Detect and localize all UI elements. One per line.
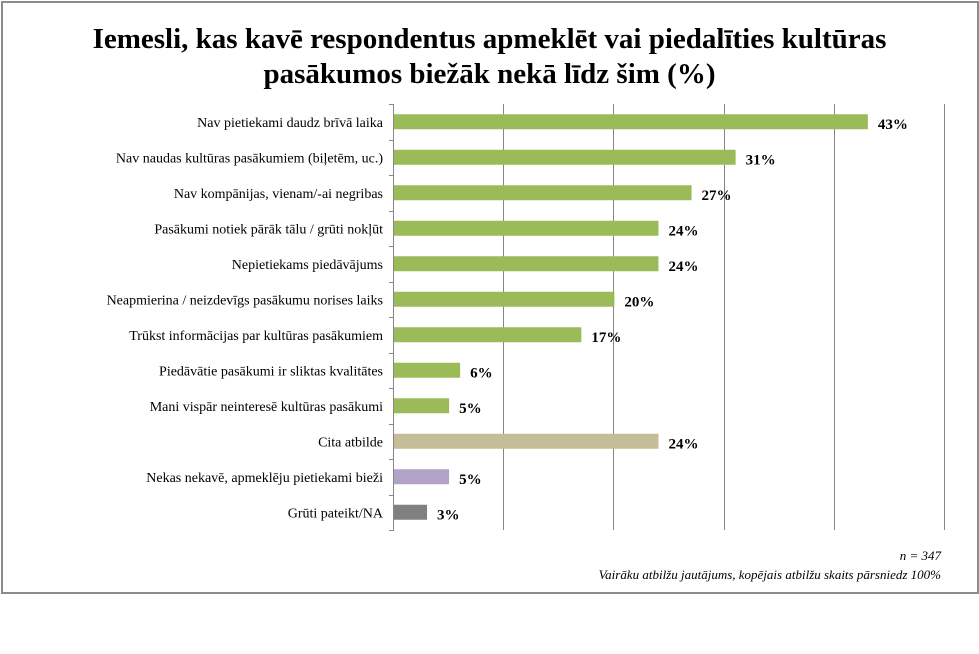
data-label: 5% bbox=[459, 401, 482, 417]
bar bbox=[394, 362, 461, 378]
bar bbox=[394, 469, 450, 485]
data-label: 27% bbox=[702, 188, 732, 204]
bar bbox=[394, 220, 659, 236]
bar bbox=[394, 256, 659, 272]
bar bbox=[394, 149, 736, 165]
category-label: Mani vispār neinteresē kultūras pasākumi bbox=[150, 400, 383, 415]
bar bbox=[394, 327, 582, 343]
category-label: Nav pietiekami daudz brīvā laika bbox=[197, 116, 384, 131]
data-label: 20% bbox=[624, 294, 654, 310]
chart-title: Iemesli, kas kavē respondentus apmeklēt … bbox=[0, 22, 979, 92]
category-label: Pasākumi notiek pārāk tālu / grūti nokļū… bbox=[154, 222, 383, 237]
category-label: Neapmierina / neizdevīgs pasākumu norise… bbox=[107, 293, 383, 308]
data-label: 6% bbox=[470, 365, 493, 381]
category-label: Nav naudas kultūras pasākumiem (biļetēm,… bbox=[116, 151, 383, 166]
category-label: Piedāvātie pasākumi ir sliktas kvalitāte… bbox=[159, 364, 383, 379]
category-label: Nav kompānijas, vienam/-ai negribas bbox=[174, 187, 383, 202]
data-label: 24% bbox=[668, 259, 698, 275]
sample-size-note: n = 347 bbox=[899, 548, 941, 563]
bar bbox=[394, 433, 659, 449]
bar bbox=[394, 291, 615, 307]
category-label: Grūti pateikt/NA bbox=[288, 506, 384, 521]
category-label: Nekas nekavē, apmeklēju pietiekami bieži bbox=[146, 471, 383, 486]
data-label: 17% bbox=[591, 330, 621, 346]
category-label: Cita atbilde bbox=[318, 435, 383, 450]
bar bbox=[394, 504, 428, 520]
data-label: 31% bbox=[746, 152, 776, 168]
chart-title-line-2: pasākumos biežāk nekā līdz šim (%) bbox=[263, 58, 716, 90]
data-label: 5% bbox=[459, 472, 482, 488]
category-label: Nepietiekams piedāvājums bbox=[232, 258, 383, 273]
data-label: 3% bbox=[437, 507, 460, 523]
chart-title-line-1: Iemesli, kas kavē respondentus apmeklēt … bbox=[92, 23, 887, 55]
data-label: 24% bbox=[668, 223, 698, 239]
bar bbox=[394, 398, 450, 414]
data-label: 43% bbox=[878, 117, 908, 133]
data-label: 24% bbox=[668, 436, 698, 452]
bar bbox=[394, 114, 868, 130]
bar bbox=[394, 185, 692, 201]
category-label: Trūkst informācijas par kultūras pasākum… bbox=[129, 329, 383, 344]
multi-answer-note: Vairāku atbilžu jautājums, kopējais atbi… bbox=[598, 567, 941, 582]
